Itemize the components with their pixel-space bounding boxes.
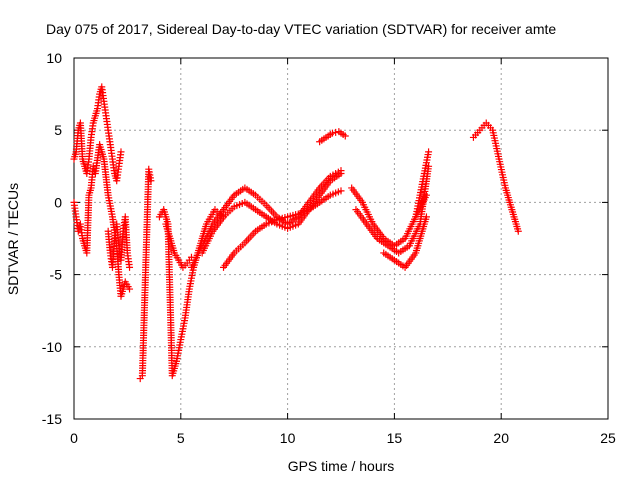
- x-axis-label: GPS time / hours: [288, 458, 395, 474]
- data-point: [337, 187, 345, 195]
- x-tick-labels: 0 5 10 15 20 25: [70, 430, 616, 446]
- series-decline-19-21h: [469, 119, 522, 235]
- series-isolated: [136, 165, 155, 383]
- data-point: [117, 148, 125, 156]
- data-point: [422, 213, 430, 221]
- series-cluster-early-a: [70, 83, 125, 185]
- chart-title: Day 075 of 2017, Sidereal Day-to-day VTE…: [46, 21, 556, 37]
- series-rise-16h: [412, 148, 433, 221]
- x-tick-label: 10: [280, 430, 296, 446]
- x-tick-label: 20: [493, 430, 509, 446]
- data-point: [332, 128, 340, 136]
- y-tick-label: -15: [42, 411, 62, 427]
- x-tick-label: 0: [70, 430, 78, 446]
- x-tick-label: 25: [600, 430, 616, 446]
- y-axis-label: SDTVAR / TECUs: [5, 183, 21, 295]
- y-tick-labels: -15 -10 -5 0 5 10: [42, 50, 62, 427]
- data-point: [337, 170, 345, 178]
- plot-frame: [73, 57, 609, 420]
- series-dip-4h: [162, 220, 195, 271]
- series-cluster-early-b: [70, 141, 134, 300]
- data-point: [425, 148, 433, 156]
- y-tick-label: -10: [42, 339, 62, 355]
- axis-ticks: [73, 57, 609, 420]
- grid-lines: [74, 58, 608, 419]
- data-point: [147, 177, 155, 185]
- x-tick-label: 5: [177, 430, 185, 446]
- y-tick-label: 5: [54, 122, 62, 138]
- y-tick-label: 10: [46, 50, 62, 66]
- data-point: [126, 263, 134, 271]
- data-point: [328, 129, 336, 137]
- x-tick-label: 15: [387, 430, 403, 446]
- series-rise-5h: [155, 206, 228, 380]
- y-tick-label: 0: [54, 194, 62, 210]
- data-point: [514, 227, 522, 235]
- series-valley-15h-c: [380, 213, 430, 271]
- series-cluster-early-c: [104, 213, 134, 271]
- data-point: [341, 132, 349, 140]
- data-points: [70, 83, 522, 383]
- series-arc-c: [220, 187, 345, 271]
- y-tick-label: -5: [50, 267, 63, 283]
- data-point: [126, 285, 134, 293]
- series-short-12h: [316, 128, 349, 146]
